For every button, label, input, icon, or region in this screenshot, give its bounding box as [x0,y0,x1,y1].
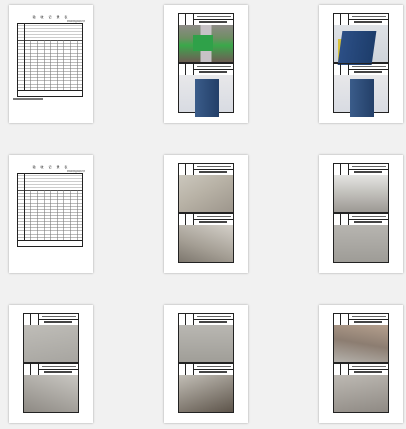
photo-block [23,363,79,413]
photo-block [333,313,389,363]
photo-block [333,13,389,65]
page-thumbnail-4[interactable]: 验 收 记 录 表 检验批质量验收记录 [9,155,93,273]
page-thumbnail-8[interactable] [164,305,248,423]
building-photo [334,75,388,117]
doc-note [13,98,43,100]
photo-block [178,163,234,213]
page-thumbnail-6[interactable] [319,155,403,273]
table-rows [18,40,82,90]
room-photo [179,375,233,412]
table-header [18,24,82,41]
page-thumbnail-3[interactable] [319,5,403,123]
doc-subtitle: 检验批质量验收记录 [66,21,85,23]
photo-block [178,63,234,117]
photo-block [178,363,234,413]
room-photo [179,225,233,262]
photo-block [333,63,389,117]
table-footer [17,91,83,97]
room-photo [334,375,388,412]
room-photo [24,325,78,362]
photo-block [23,313,79,363]
room-photo [334,325,388,362]
photo-block [333,213,389,263]
table-footer [17,241,83,247]
doc-subtitle: 检验批质量验收记录 [66,171,85,173]
room-photo [179,325,233,362]
room-photo [179,175,233,212]
photo-block [333,163,389,213]
doc-title: 验 收 记 录 表 [32,165,70,169]
table-divider [24,174,25,240]
room-photo [334,175,388,212]
photo-block [178,213,234,263]
building-photo [334,25,388,65]
table-rows [18,190,82,240]
page-thumbnail-1[interactable]: 验 收 记 录 表 检验批质量验收记录 [9,5,93,123]
building-photo [179,75,233,117]
room-photo [24,375,78,412]
table-header [18,174,82,191]
site-photo [179,25,233,62]
room-photo [334,225,388,262]
page-thumbnail-7[interactable] [9,305,93,423]
page-thumbnail-5[interactable] [164,155,248,273]
photo-block [333,363,389,413]
page-thumbnail-9[interactable] [319,305,403,423]
photo-block [178,313,234,363]
page-thumbnail-2[interactable] [164,5,248,123]
table-divider [24,24,25,90]
photo-block [178,13,234,63]
doc-table [17,23,83,91]
doc-table [17,173,83,241]
doc-title: 验 收 记 录 表 [32,15,70,19]
